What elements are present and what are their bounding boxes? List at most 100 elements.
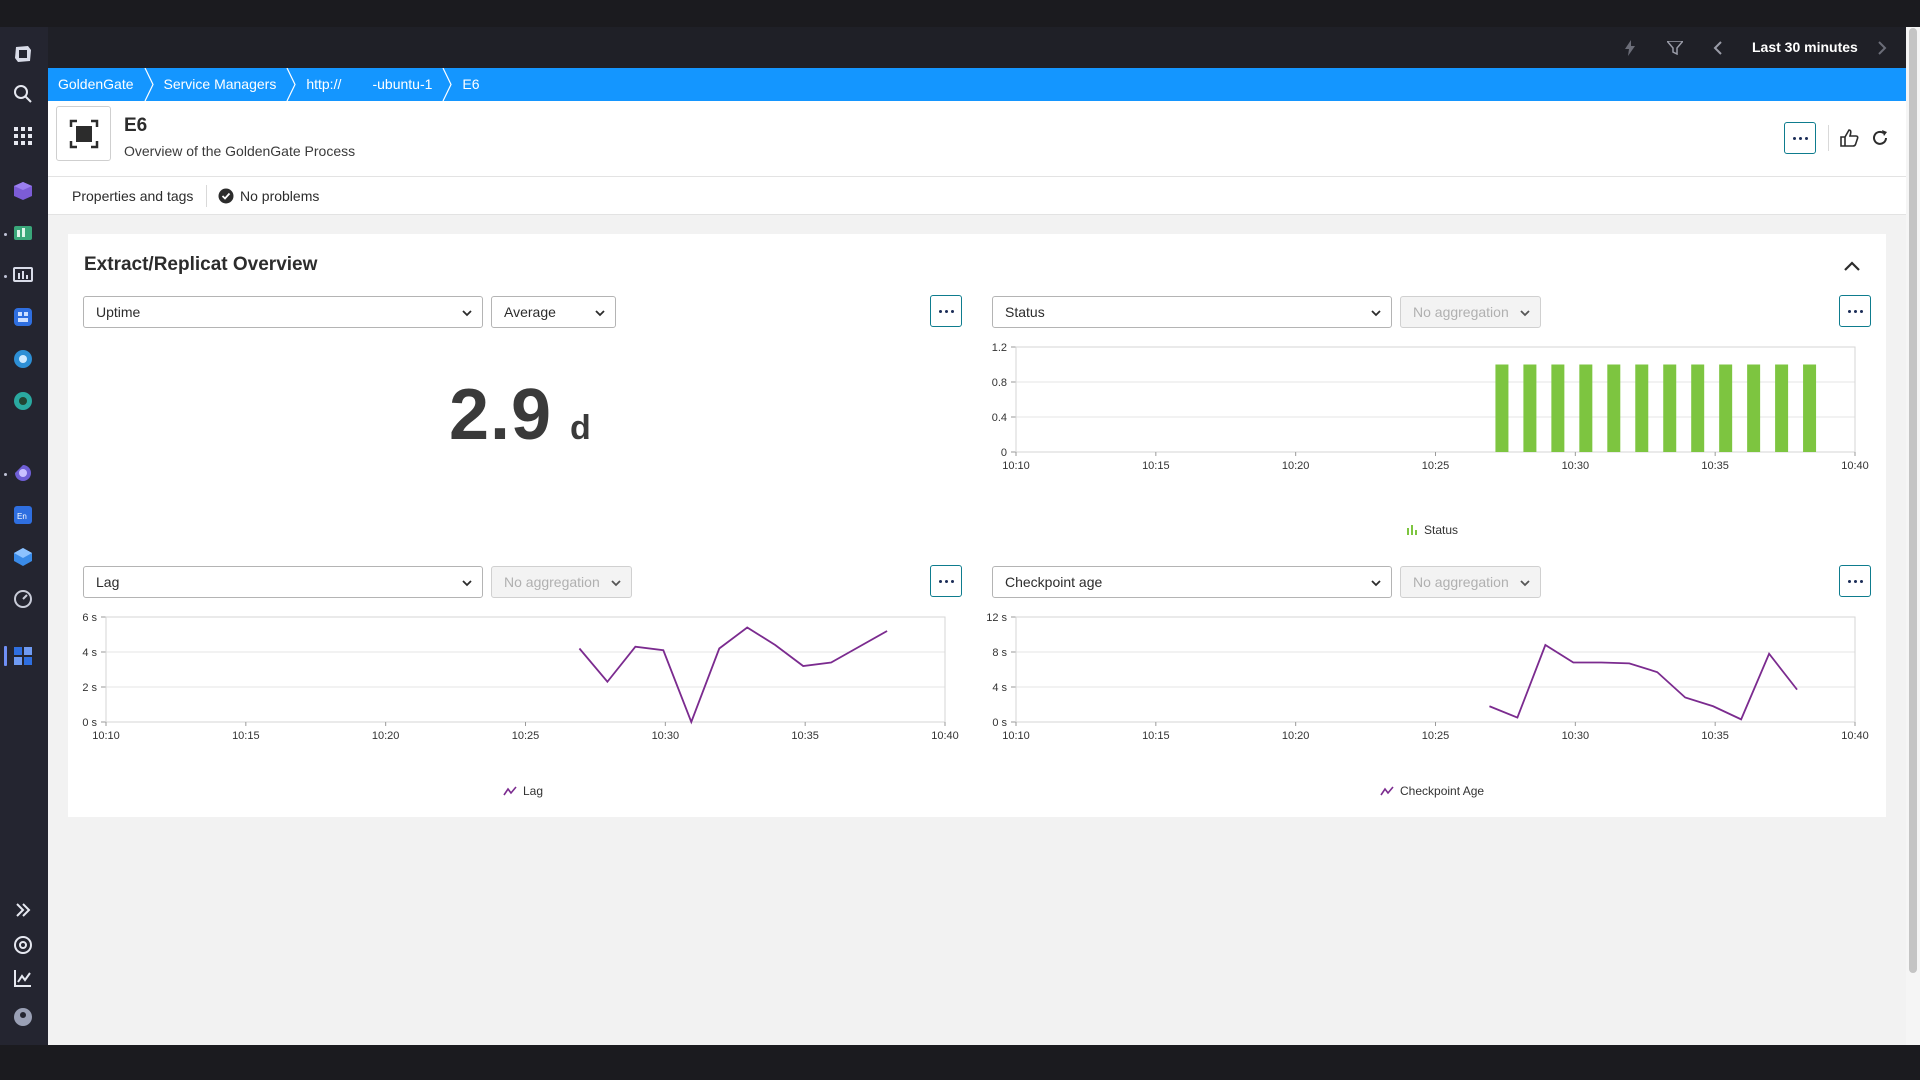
status-metric-select[interactable]: Status — [992, 296, 1392, 328]
y-tick-label: 4 s — [992, 682, 1007, 694]
tab-properties-and-tags[interactable]: Properties and tags — [72, 188, 194, 204]
chevron-left-icon[interactable] — [1707, 37, 1729, 59]
y-tick-label: 0 s — [82, 717, 97, 729]
uptime-more-button[interactable] — [930, 295, 962, 327]
plot-area-frame — [1015, 616, 1856, 723]
filter-icon[interactable] — [1664, 37, 1686, 59]
x-tick-label: 10:20 — [1282, 730, 1310, 742]
breadcrumb-separator-icon — [442, 68, 453, 101]
status-bar[interactable] — [1579, 364, 1593, 453]
checkpoint-metric-select[interactable]: Checkpoint age — [992, 566, 1392, 598]
y-tick-label: 6 s — [82, 612, 97, 624]
status-aggregation-select[interactable]: No aggregation — [1400, 296, 1541, 328]
tab-problems-label: No problems — [240, 188, 320, 204]
y-tick-label: 0 s — [992, 717, 1007, 729]
header-divider — [1828, 125, 1829, 151]
status-bar[interactable] — [1607, 364, 1621, 453]
uptime-metric-select[interactable]: Uptime — [83, 296, 483, 328]
uptime-aggregation-select[interactable]: Average — [491, 296, 616, 328]
checkpoint-aggregation-select[interactable]: No aggregation — [1400, 566, 1541, 598]
lightning-icon[interactable] — [1619, 37, 1641, 59]
services-app-icon[interactable] — [10, 304, 36, 330]
apps-grid-icon[interactable] — [10, 123, 36, 149]
cube-app-icon[interactable] — [10, 178, 36, 204]
status-bar[interactable] — [1523, 364, 1537, 453]
uptime-aggregation-value: Average — [504, 304, 556, 320]
status-bar[interactable] — [1803, 364, 1817, 453]
lag-aggregation-value: No aggregation — [504, 574, 600, 590]
x-tick-label: 10:35 — [1701, 460, 1729, 472]
lag-aggregation-select[interactable]: No aggregation — [491, 566, 632, 598]
scrollbar-thumb[interactable] — [1909, 28, 1917, 973]
series-line[interactable] — [1489, 643, 1798, 721]
extensions-app-icon[interactable]: En — [10, 502, 36, 528]
checkpoint-aggregation-value: No aggregation — [1413, 574, 1509, 590]
lag-legend-label: Lag — [523, 784, 544, 798]
lag-metric-select[interactable]: Lag — [83, 566, 483, 598]
help-icon[interactable] — [10, 932, 36, 958]
breadcrumb-separator-icon — [286, 68, 296, 101]
series-line[interactable] — [578, 626, 888, 725]
x-tick-label: 10:30 — [1562, 730, 1590, 742]
x-tick-label: 10:10 — [1002, 460, 1030, 472]
status-bar[interactable] — [1719, 364, 1733, 453]
infrastructure-app-icon[interactable] — [10, 220, 36, 246]
line-legend-icon — [1380, 786, 1394, 796]
tab-divider — [206, 185, 207, 207]
status-bar[interactable] — [1747, 364, 1761, 453]
chevron-down-icon — [462, 310, 472, 317]
chevron-right-icon[interactable] — [1871, 37, 1893, 59]
x-tick-label: 10:10 — [1002, 730, 1030, 742]
dynatrace-logo-icon[interactable] — [10, 41, 36, 67]
status-legend[interactable]: Status — [1406, 523, 1458, 537]
checkpoint-metric-value: Checkpoint age — [1005, 574, 1103, 590]
checkpoint-legend-label: Checkpoint Age — [1400, 784, 1485, 798]
breadcrumb-item-service-managers[interactable]: Service Managers — [163, 76, 277, 92]
collapse-chevron-icon[interactable] — [1844, 258, 1864, 274]
overview-card: Extract/Replicat Overview Uptime Average… — [68, 234, 1886, 817]
synthetic-app-icon[interactable] — [10, 388, 36, 414]
breadcrumb-item-goldengate[interactable]: GoldenGate — [58, 76, 134, 92]
usage-chart-icon[interactable] — [10, 965, 36, 991]
breadcrumb-item-host[interactable]: http:// -ubuntu-1 — [306, 76, 433, 92]
workflows-app-icon[interactable] — [10, 544, 36, 570]
dashboards-app-icon[interactable] — [10, 262, 36, 288]
y-tick-label: 2 s — [82, 682, 97, 694]
x-tick-label: 10:30 — [652, 730, 680, 742]
svg-text:En: En — [17, 512, 27, 521]
chevron-down-icon — [1520, 310, 1530, 317]
x-tick-label: 10:30 — [1562, 460, 1590, 472]
x-tick-label: 10:20 — [372, 730, 400, 742]
status-bar[interactable] — [1691, 364, 1705, 453]
status-bar[interactable] — [1663, 364, 1677, 453]
checkpoint-legend[interactable]: Checkpoint Age — [1380, 784, 1484, 798]
lag-legend[interactable]: Lag — [503, 784, 543, 798]
kubernetes-app-icon[interactable] — [10, 346, 36, 372]
lag-chart: 0 s 2 s 4 s 6 s 10:10 10:15 10:20 10:25 10:30 10:… — [82, 612, 958, 742]
classic-app-icon[interactable] — [10, 643, 36, 669]
x-tick-label: 10:15 — [1142, 460, 1170, 472]
notebooks-app-icon[interactable] — [10, 460, 36, 486]
user-avatar-icon[interactable] — [10, 1004, 36, 1030]
status-bar[interactable] — [1775, 364, 1789, 453]
app-panel: GoldenGate Service Managers http:// -ubu… — [48, 68, 1906, 1045]
refresh-icon[interactable] — [1870, 128, 1890, 148]
thumbs-up-icon[interactable] — [1839, 128, 1859, 148]
status-bar[interactable] — [1551, 364, 1565, 453]
expand-rail-icon[interactable] — [10, 897, 36, 923]
gauge-app-icon[interactable] — [10, 586, 36, 612]
tab-problems[interactable]: No problems — [218, 188, 319, 204]
status-bar[interactable] — [1495, 364, 1509, 453]
timeframe-selector[interactable]: Last 30 minutes — [1752, 39, 1858, 55]
checkpoint-more-button[interactable] — [1839, 565, 1871, 597]
plot-area-frame — [105, 616, 946, 723]
breadcrumb: GoldenGate Service Managers http:// -ubu… — [48, 68, 1906, 101]
left-nav-rail: En — [0, 27, 48, 1045]
status-more-button[interactable] — [1839, 295, 1871, 327]
search-icon[interactable] — [10, 81, 36, 107]
x-tick-label: 10:35 — [1701, 730, 1729, 742]
header-more-button[interactable] — [1784, 122, 1816, 154]
status-bar[interactable] — [1635, 364, 1649, 453]
lag-more-button[interactable] — [930, 565, 962, 597]
